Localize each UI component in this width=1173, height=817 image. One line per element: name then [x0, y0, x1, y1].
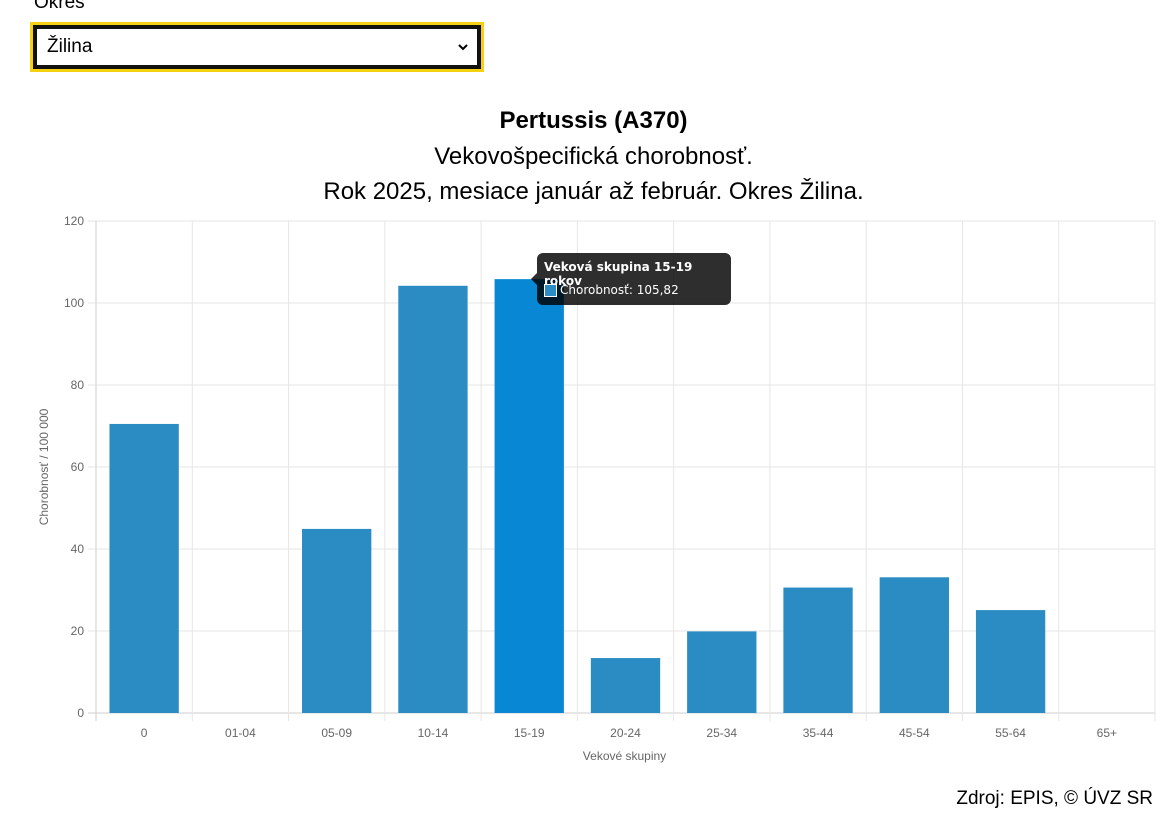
chart-subtitle-1: Vekovošpecifická chorobnosť.	[434, 143, 753, 170]
x-tick-label: 35-44	[803, 726, 834, 740]
bar-15-19[interactable]	[494, 279, 564, 713]
chart-subtitle-2: Rok 2025, mesiace január až február. Okr…	[323, 178, 864, 205]
x-tick-label: 45-54	[899, 726, 930, 740]
y-tick-label: 40	[71, 542, 85, 556]
x-tick-label: 15-19	[514, 726, 545, 740]
chevron-down-icon	[458, 44, 468, 51]
bar-35-44[interactable]	[783, 587, 853, 713]
y-tick-label: 60	[71, 460, 85, 474]
tooltip-label: Chorobnosť: 105,82	[560, 283, 679, 297]
y-tick-label: 100	[64, 296, 84, 310]
y-tick-label: 80	[71, 378, 85, 392]
x-tick-label: 55-64	[995, 726, 1026, 740]
district-select[interactable]: Žilina	[30, 22, 484, 72]
x-tick-label: 10-14	[418, 726, 449, 740]
tooltip-swatch	[544, 283, 557, 297]
y-axis-title: Chorobnosť / 100 000	[37, 408, 51, 525]
bar-55-64[interactable]	[975, 610, 1046, 713]
x-tick-label: 01-04	[225, 726, 256, 740]
bar-10-14[interactable]	[398, 285, 468, 713]
bar-0[interactable]	[109, 423, 179, 713]
district-select-value: Žilina	[47, 36, 93, 57]
y-tick-label: 0	[77, 706, 84, 720]
source-note: Zdroj: EPIS, © ÚVZ SR	[956, 788, 1153, 809]
bar-45-54[interactable]	[879, 577, 949, 713]
chart-title: Pertussis (A370)	[499, 107, 688, 134]
x-tick-label: 05-09	[321, 726, 352, 740]
y-tick-label: 20	[71, 624, 85, 638]
x-tick-label: 25-34	[706, 726, 737, 740]
x-tick-label: 20-24	[610, 726, 641, 740]
x-tick-label: 0	[141, 726, 148, 740]
chart-tooltip: Veková skupina 15-19 rokov Chorobnosť: 1…	[531, 253, 731, 305]
x-axis-title: Vekové skupiny	[583, 749, 666, 763]
district-label: Okres	[34, 0, 85, 13]
bar-05-09[interactable]	[302, 528, 372, 713]
x-tick-label: 65+	[1097, 726, 1117, 740]
y-tick-label: 120	[64, 214, 84, 228]
bar-25-34[interactable]	[687, 631, 757, 713]
bar-20-24[interactable]	[590, 658, 661, 713]
tooltip-body: Chorobnosť: 105,82	[544, 283, 679, 297]
district-select-box[interactable]: Žilina	[33, 25, 481, 69]
